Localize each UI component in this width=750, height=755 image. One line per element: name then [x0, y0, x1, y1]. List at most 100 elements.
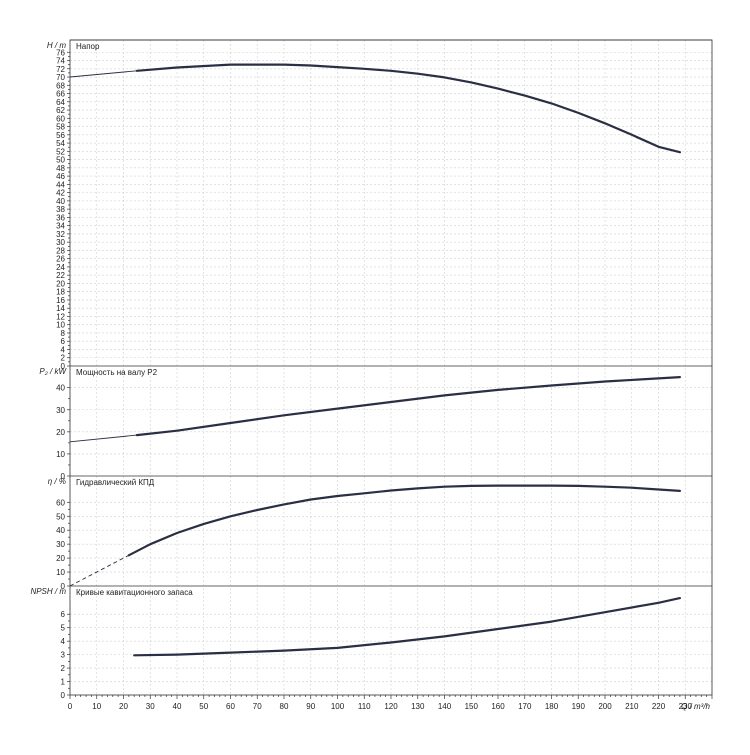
y-tick-label: 14 [56, 304, 65, 313]
y-tick-label: 54 [56, 139, 65, 148]
performance-curve [135, 63, 681, 154]
y-tick-label: 2 [61, 354, 66, 363]
y-tick-label: 20 [56, 279, 65, 288]
y-tick-label: 52 [56, 147, 65, 156]
x-tick-label: 130 [411, 702, 425, 711]
y-tick-label: 56 [56, 131, 65, 140]
y-tick-label: 66 [56, 90, 65, 99]
y-tick-label: 22 [56, 271, 65, 280]
y-tick-label: 70 [56, 73, 65, 82]
y-axis-title: H / m [47, 41, 66, 50]
y-tick-label: 6 [61, 337, 66, 346]
y-tick-label: 40 [56, 197, 65, 206]
y-tick-label: 60 [56, 114, 65, 123]
y-tick-label: 18 [56, 288, 65, 297]
performance-curve [135, 376, 681, 437]
x-tick-label: 0 [68, 702, 73, 711]
panel-title: Напор [76, 42, 100, 51]
x-tick-label: 20 [119, 702, 128, 711]
y-tick-label: 74 [56, 57, 65, 66]
panel-title: Мощность на валу P2 [76, 368, 158, 377]
y-tick-label: 42 [56, 189, 65, 198]
x-tick-label: 110 [358, 702, 371, 711]
y-axis-title: NPSH / m [30, 587, 66, 596]
curve-extension [69, 434, 137, 443]
y-tick-label: 6 [61, 610, 66, 619]
x-tick-label: 220 [652, 702, 666, 711]
x-tick-label: 10 [92, 702, 101, 711]
x-tick-label: 210 [625, 702, 639, 711]
y-tick-label: 64 [56, 98, 65, 107]
curve-extension [69, 70, 137, 78]
y-tick-label: 0 [61, 582, 66, 591]
y-tick-label: 48 [56, 164, 65, 173]
x-tick-label: 40 [173, 702, 182, 711]
y-tick-label: 0 [61, 362, 66, 371]
performance-curve [127, 484, 681, 557]
x-tick-label: 90 [306, 702, 315, 711]
y-tick-label: 60 [56, 498, 65, 507]
x-tick-label: 170 [518, 702, 532, 711]
curve-extension [69, 554, 130, 587]
y-tick-label: 62 [56, 106, 65, 115]
x-tick-label: 70 [253, 702, 262, 711]
x-tick-label: 100 [331, 702, 345, 711]
y-tick-label: 38 [56, 205, 65, 214]
y-tick-label: 40 [56, 526, 65, 535]
y-tick-label: 1 [61, 678, 66, 687]
x-tick-label: 160 [491, 702, 505, 711]
y-tick-label: 0 [61, 472, 66, 481]
y-tick-label: 44 [56, 180, 65, 189]
y-tick-label: 46 [56, 172, 65, 181]
y-tick-label: 30 [56, 238, 65, 247]
y-tick-label: 10 [56, 321, 65, 330]
performance-curve [133, 597, 681, 657]
x-tick-label: 140 [438, 702, 452, 711]
x-tick-label: 200 [598, 702, 612, 711]
y-tick-label: 4 [61, 345, 66, 354]
x-tick-label: 190 [572, 702, 586, 711]
panel-title: Гидравлический КПД [76, 478, 155, 487]
x-tick-label: 230 [679, 702, 693, 711]
y-tick-label: 34 [56, 222, 65, 231]
y-tick-label: 26 [56, 255, 65, 264]
x-axis-title: Q / m³/h [681, 702, 710, 711]
y-tick-label: 40 [56, 384, 65, 393]
y-tick-label: 12 [56, 312, 65, 321]
x-tick-label: 80 [280, 702, 289, 711]
x-tick-label: 150 [465, 702, 479, 711]
y-tick-label: 5 [61, 624, 66, 633]
x-tick-label: 30 [146, 702, 155, 711]
y-tick-label: 10 [56, 568, 65, 577]
y-tick-label: 3 [61, 651, 66, 660]
x-tick-label: 60 [226, 702, 235, 711]
y-tick-label: 30 [56, 406, 65, 415]
y-tick-label: 10 [56, 450, 65, 459]
y-tick-label: 24 [56, 263, 65, 272]
y-tick-label: 58 [56, 123, 65, 132]
y-tick-label: 76 [56, 48, 65, 57]
y-axis-title: P₂ / kW [39, 367, 67, 376]
y-tick-label: 8 [61, 329, 66, 338]
y-tick-label: 0 [61, 691, 66, 700]
y-tick-label: 20 [56, 428, 65, 437]
y-tick-label: 20 [56, 554, 65, 563]
x-tick-label: 120 [384, 702, 398, 711]
y-tick-label: 28 [56, 246, 65, 255]
y-tick-label: 4 [61, 637, 66, 646]
x-tick-label: 50 [199, 702, 208, 711]
panel-title: Кривые кавитационного запаса [76, 588, 193, 597]
y-axis-title: η / % [48, 477, 66, 486]
y-tick-label: 50 [56, 512, 65, 521]
y-tick-label: 68 [56, 81, 65, 90]
y-tick-label: 16 [56, 296, 65, 305]
y-tick-label: 36 [56, 213, 65, 222]
y-tick-label: 2 [61, 664, 66, 673]
y-tick-label: 50 [56, 156, 65, 165]
y-tick-label: 32 [56, 230, 65, 239]
y-tick-label: 72 [56, 65, 65, 74]
y-tick-label: 30 [56, 540, 65, 549]
x-tick-label: 180 [545, 702, 559, 711]
